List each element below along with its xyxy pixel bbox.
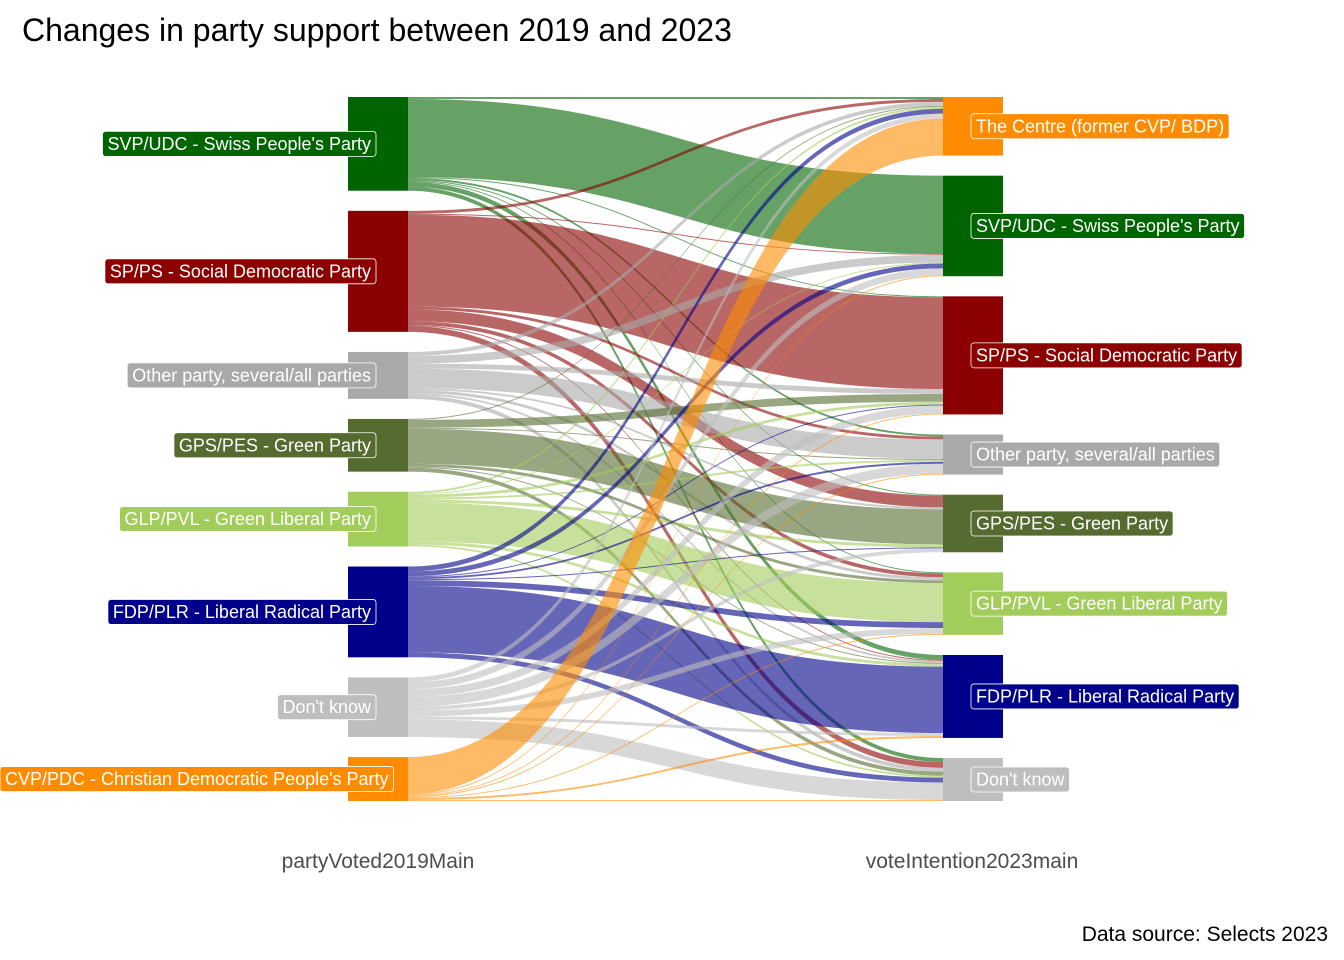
label-2023-cen: The Centre (former CVP/ BDP) (970, 113, 1230, 140)
flow-fdp-to-svp (408, 263, 943, 577)
flow-dk-to-sp (408, 405, 943, 697)
node-label-box (126, 362, 377, 389)
flow-glp-to-svp (408, 262, 943, 495)
flow-gps-to-gps (408, 428, 943, 545)
label-2019-oth: Other party, several/all parties (126, 362, 377, 389)
flow-dk-to-glp (408, 628, 943, 717)
node-label-text: CVP/PDC - Christian Democratic People's … (5, 769, 389, 789)
node-label-box (970, 342, 1243, 369)
flow-svp-to-sp (408, 177, 943, 298)
flow-sp-to-sp (408, 214, 943, 390)
flow-fdp-to-gps (408, 547, 943, 581)
flow-glp-to-cen (408, 106, 943, 494)
label-2019-fdp: FDP/PLR - Liberal Radical Party (107, 599, 377, 625)
node-label-box (0, 766, 394, 792)
node-label-text: SP/PS - Social Democratic Party (110, 261, 371, 281)
flow-gps-to-sp (408, 393, 943, 428)
label-2023-sp: SP/PS - Social Democratic Party (970, 342, 1243, 369)
axis-label-2019: partyVoted2019Main (282, 850, 475, 873)
label-2019-cvp: CVP/PDC - Christian Democratic People's … (0, 766, 394, 792)
flow-gps-to-cen (408, 105, 943, 420)
flow-cvp-to-fdp (408, 735, 943, 801)
node-label-text: Don't know (283, 697, 372, 717)
node-label-box (970, 441, 1221, 468)
axis-label-2023: voteIntention2023main (866, 850, 1079, 873)
node-label-box (970, 766, 1070, 793)
node-label-box (277, 694, 377, 721)
label-2019-dk: Don't know (277, 694, 377, 721)
flow-fdp-to-glp (408, 580, 943, 629)
flow-gps-to-dk (408, 467, 943, 776)
flow-fdp-to-cen (408, 108, 943, 572)
flow-sp-to-svp (408, 213, 943, 255)
flow-glp-to-gps (408, 499, 943, 548)
flow-cvp-to-dk (408, 800, 943, 801)
flow-sp-to-cen (408, 98, 943, 214)
flow-cvp-to-cen (408, 118, 943, 795)
flow-oth-to-svp (408, 254, 943, 364)
flow-cvp-to-glp (408, 633, 943, 799)
node-label-box (970, 683, 1240, 710)
flow-dk-to-cen (408, 113, 943, 683)
node-label-box (119, 506, 377, 532)
node-label-text: The Centre (former CVP/ BDP) (976, 116, 1224, 136)
flows-layer (408, 97, 943, 801)
flow-fdp-to-fdp (408, 586, 943, 734)
node-label-text: SVP/UDC - Swiss People's Party (107, 134, 371, 154)
node-label-box (104, 258, 377, 285)
label-2023-dk: Don't know (970, 766, 1070, 793)
node-label-box (107, 599, 377, 625)
node-label-text: GPS/PES - Green Party (976, 513, 1168, 533)
flow-sp-to-oth (408, 306, 943, 440)
flow-fdp-to-sp (408, 404, 943, 578)
node-label-text: GLP/PVL - Green Liberal Party (125, 509, 371, 529)
node-label-box (970, 213, 1245, 239)
node-label-box (102, 130, 377, 157)
node-label-text: Other party, several/all parties (132, 365, 371, 385)
nodes-layer (348, 97, 1003, 801)
label-2023-oth: Other party, several/all parties (970, 441, 1221, 468)
node-label-text: GPS/PES - Green Party (179, 435, 371, 455)
label-2023-gps: GPS/PES - Green Party (970, 510, 1174, 537)
flow-dk-to-oth (408, 463, 943, 707)
node-label-text: FDP/PLR - Liberal Radical Party (113, 602, 371, 622)
flow-oth-to-fdp (408, 392, 943, 663)
label-2023-glp: GLP/PVL - Green Liberal Party (970, 590, 1228, 617)
node-label-text: Other party, several/all parties (976, 445, 1215, 465)
flow-dk-to-fdp (408, 716, 943, 736)
flow-svp-to-cen (408, 97, 943, 99)
flow-oth-to-cen (408, 101, 943, 356)
label-2023-svp: SVP/UDC - Swiss People's Party (970, 213, 1245, 239)
node-label-text: Don't know (976, 770, 1065, 790)
flow-fdp-to-oth (408, 461, 943, 580)
flow-dk-to-gps (408, 548, 943, 711)
node-label-text: SP/PS - Social Democratic Party (976, 345, 1237, 365)
node-label-box (970, 590, 1228, 617)
node-label-box (970, 510, 1174, 537)
flow-dk-to-svp (408, 268, 943, 690)
flow-cvp-to-svp (408, 275, 943, 796)
node-label-text: GLP/PVL - Green Liberal Party (976, 594, 1222, 614)
data-source-caption: Data source: Selects 2023 (1082, 923, 1328, 946)
flow-glp-to-glp (408, 502, 943, 623)
flow-cvp-to-sp (408, 413, 943, 797)
label-2023-fdp: FDP/PLR - Liberal Radical Party (970, 683, 1240, 710)
node-label-box (970, 113, 1230, 140)
node-label-text: SVP/UDC - Swiss People's Party (976, 216, 1240, 236)
node-label-box (173, 432, 377, 459)
label-2019-gps: GPS/PES - Green Party (173, 432, 377, 459)
flow-cvp-to-oth (408, 473, 943, 798)
node-label-text: FDP/PLR - Liberal Radical Party (976, 686, 1234, 706)
chart-title: Changes in party support between 2019 an… (22, 12, 732, 48)
label-2019-svp: SVP/UDC - Swiss People's Party (102, 130, 377, 157)
flow-fdp-to-dk (408, 652, 943, 783)
label-2019-sp: SP/PS - Social Democratic Party (104, 258, 377, 285)
labels-layer: SVP/UDC - Swiss People's Party SP/PS - So… (0, 113, 1245, 793)
label-2019-glp: GLP/PVL - Green Liberal Party (119, 506, 377, 532)
